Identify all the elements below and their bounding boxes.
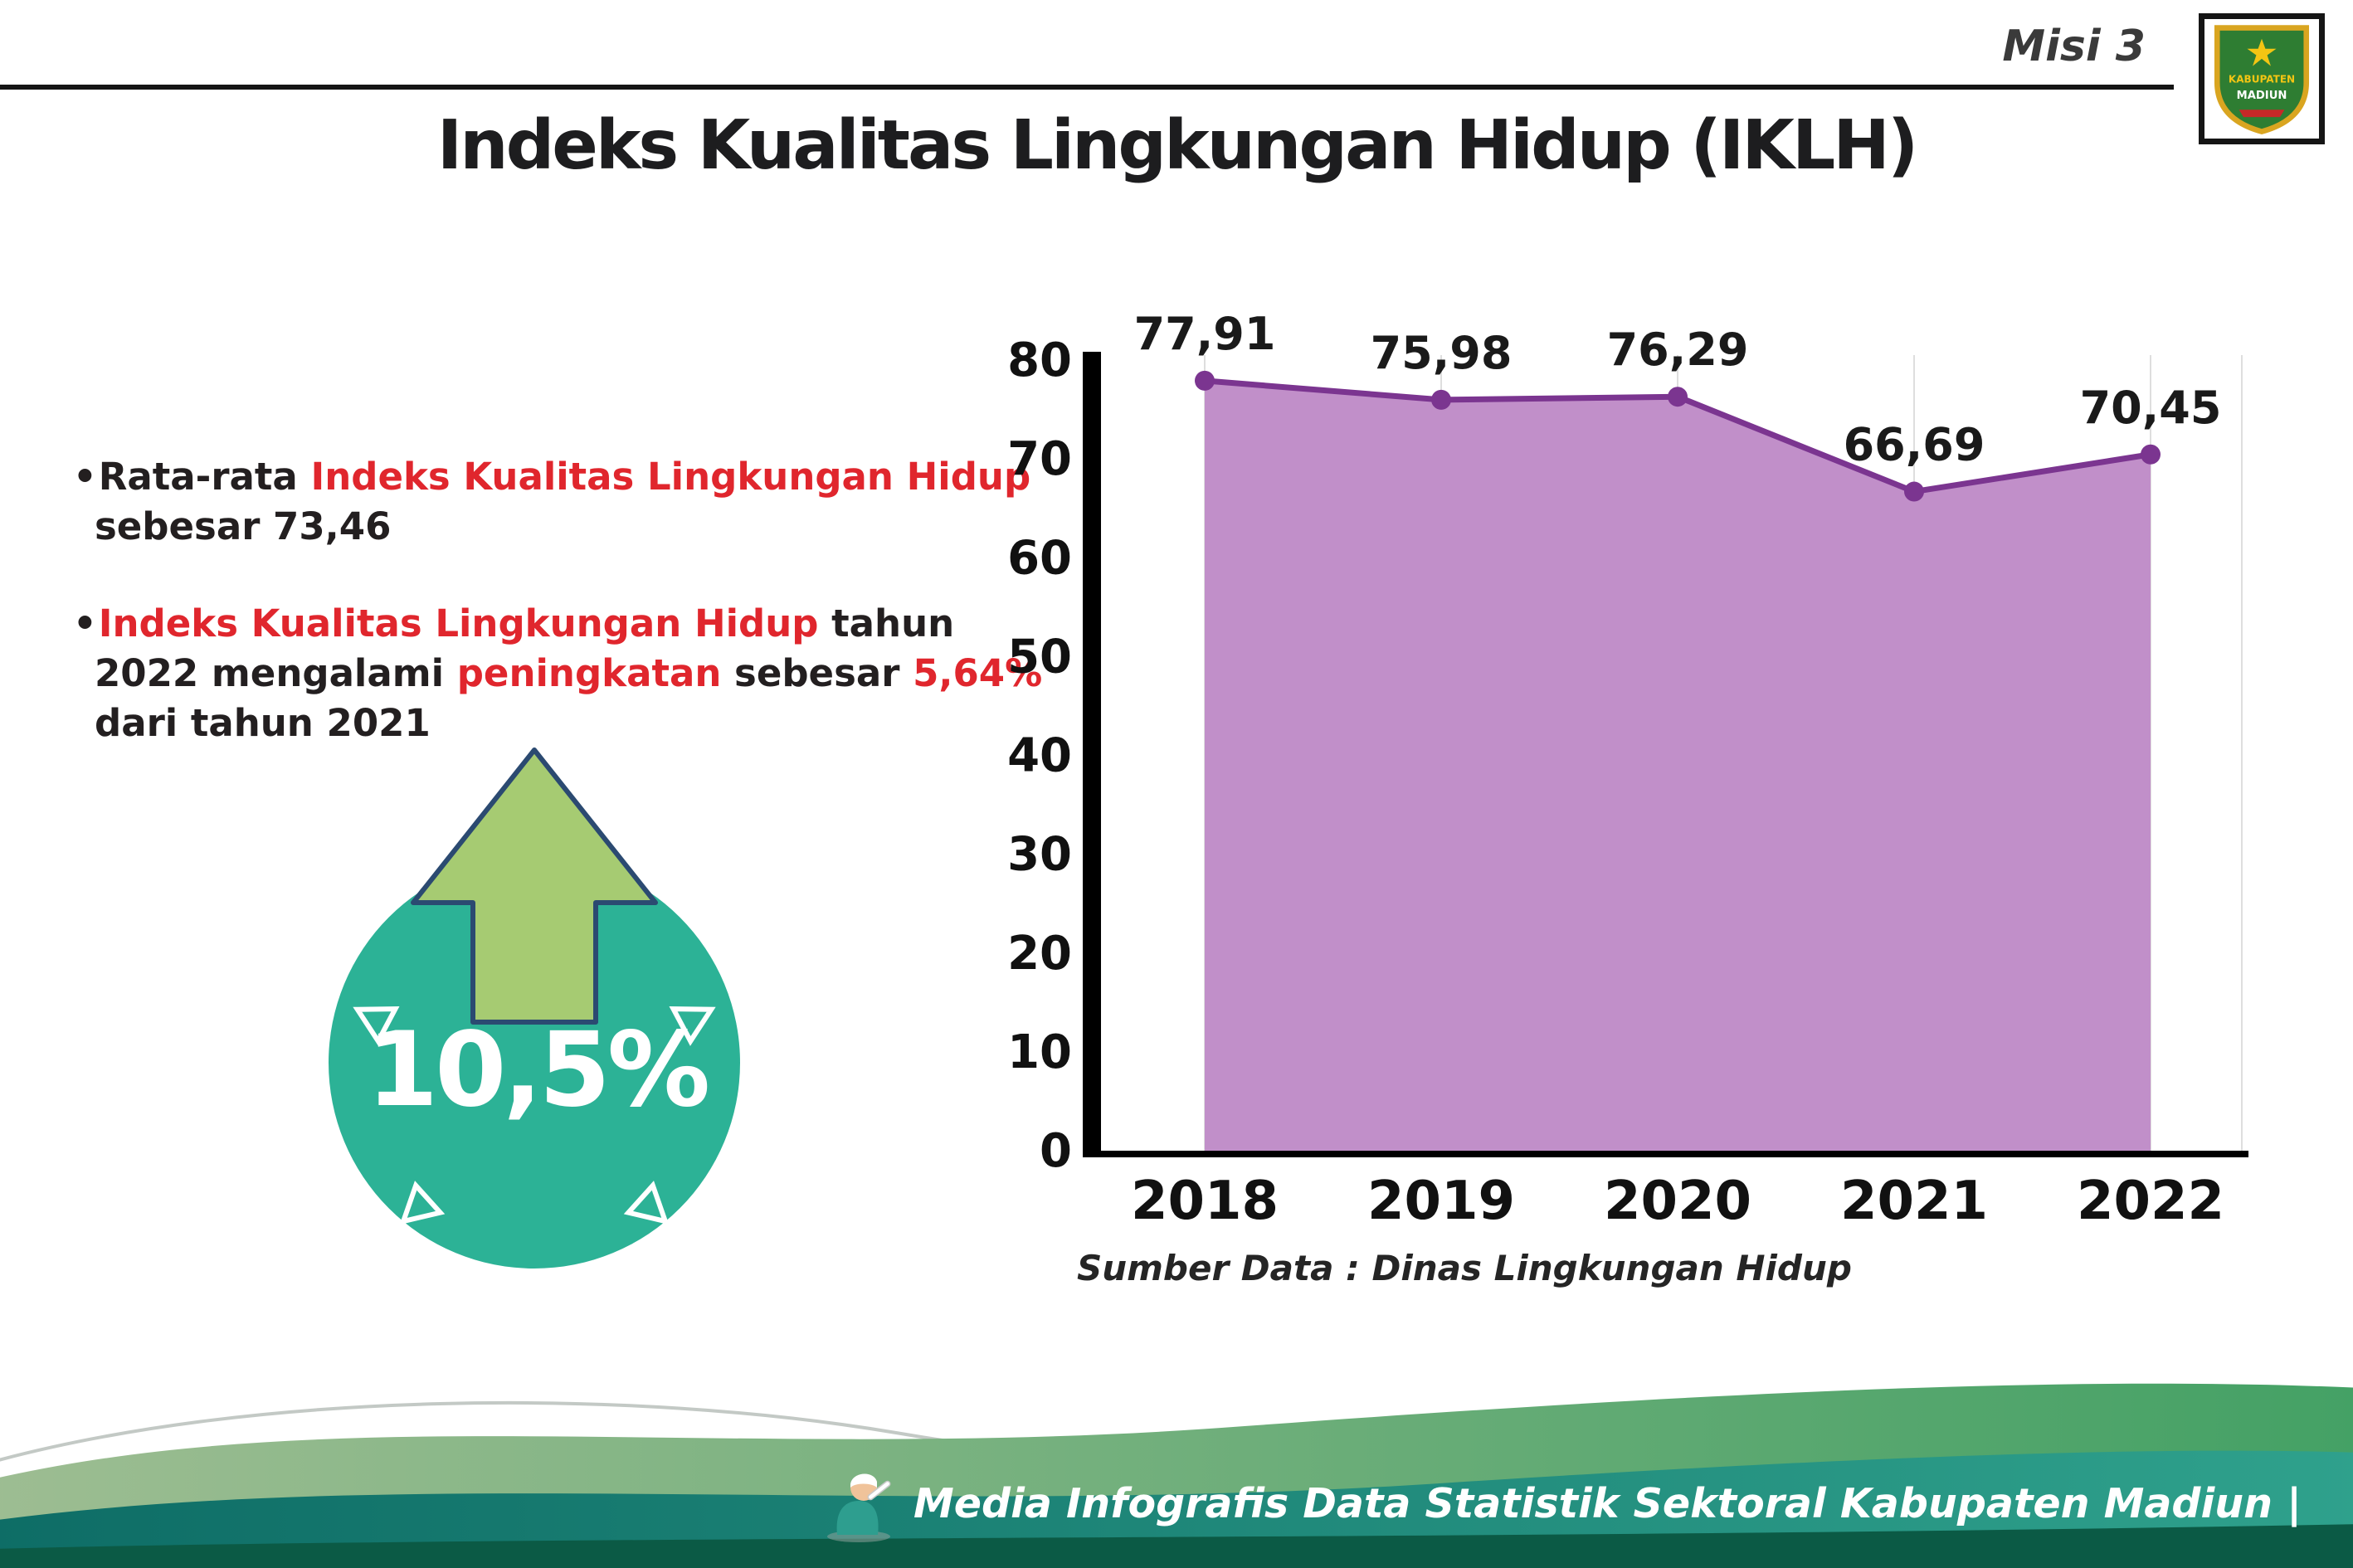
bullet-text-segment: tahun 2022 mengalami xyxy=(95,601,955,695)
bullet-text-segment: dari tahun 2021 xyxy=(95,701,431,746)
y-tick-label: 80 xyxy=(1007,334,1072,387)
top-divider xyxy=(0,85,2174,90)
bullet-text-segment: peningkatan xyxy=(456,650,722,695)
data-point xyxy=(2141,444,2161,465)
up-arrow-icon xyxy=(411,747,658,1025)
misi-label: Misi 3 xyxy=(2002,22,2146,71)
bullet-text-segment: 5,64% xyxy=(913,650,1043,695)
increase-value: 10,5% xyxy=(366,1010,710,1130)
bullet-text-segment: sebesar xyxy=(721,650,913,695)
bullet-list: •Rata-rata Indeks Kualitas Lingkungan Hi… xyxy=(73,452,1048,795)
footer-dark-strip xyxy=(0,1524,2353,1568)
footer: Media Infografis Data Statistik Sektoral… xyxy=(0,1340,2353,1568)
badge-tick-triangles xyxy=(353,1006,716,1225)
x-tick-label: 2018 xyxy=(1131,1171,1279,1232)
x-tick-label: 2019 xyxy=(1367,1171,1515,1232)
writer-mascot-icon xyxy=(827,1473,891,1542)
value-label: 70,45 xyxy=(2080,382,2222,434)
increase-badge: 10,5% xyxy=(317,743,757,1278)
x-tick-label: 2021 xyxy=(1840,1171,1988,1232)
data-point xyxy=(1668,387,1688,407)
y-tick-label: 60 xyxy=(1007,531,1072,585)
kabupaten-madiun-logo: KABUPATEN MADIUN xyxy=(2199,13,2325,144)
y-tick-label: 20 xyxy=(1007,927,1072,981)
iklh-chart: 77,91 75,98 76,29 66,69 70,45 0 10 20 30 40 50 60 70… xyxy=(979,292,2307,1354)
bullet-text-segment: Rata-rata xyxy=(98,455,311,499)
bullet-text-segment: Indeks Kualitas Lingkungan Hidup xyxy=(98,601,819,645)
footer-credit-text: Media Infografis Data Statistik Sektoral… xyxy=(913,1479,2302,1527)
y-tick-label: 30 xyxy=(1007,828,1072,882)
chart-area xyxy=(1205,380,2151,1152)
y-tick-label: 70 xyxy=(1007,432,1072,486)
svg-text:MADIUN: MADIUN xyxy=(2237,90,2287,102)
bullet-text-segment: Indeks Kualitas Lingkungan Hidup xyxy=(310,455,1031,499)
bullet-text-segment: sebesar 73,46 xyxy=(95,504,392,549)
value-label: 75,98 xyxy=(1371,327,1513,379)
data-point xyxy=(1195,370,1215,391)
bullet-dot: • xyxy=(73,601,97,645)
bullet-dot: • xyxy=(73,455,97,499)
chart-source: Sumber Data : Dinas Lingkungan Hidup xyxy=(1077,1248,1852,1288)
x-axis-bar xyxy=(1083,1151,2248,1157)
y-tick-label: 10 xyxy=(1007,1025,1072,1079)
bullet-item: •Indeks Kualitas Lingkungan Hidup tahun … xyxy=(73,599,1048,749)
y-axis-bar xyxy=(1083,352,1101,1157)
value-label: 66,69 xyxy=(1844,419,1985,471)
bullet-item: •Rata-rata Indeks Kualitas Lingkungan Hi… xyxy=(73,452,1048,553)
y-tick-label: 40 xyxy=(1007,729,1072,783)
y-tick-label: 50 xyxy=(1007,630,1072,684)
iklh-chart-svg: 77,91 75,98 76,29 66,69 70,45 0 10 20 30 40 50 60 70… xyxy=(1007,308,2248,1232)
footer-credit: Media Infografis Data Statistik Sektoral… xyxy=(821,1463,2302,1543)
badge-circle xyxy=(329,857,740,1269)
value-label: 77,91 xyxy=(1134,308,1276,360)
x-tick-label: 2020 xyxy=(1604,1171,1751,1232)
footer-waves xyxy=(0,1383,2353,1568)
y-tick-label: 0 xyxy=(1040,1124,1072,1178)
data-point xyxy=(1904,481,1924,502)
increase-badge-graphic xyxy=(329,747,740,1269)
page-title: Indeks Kualitas Lingkungan Hidup (IKLH) xyxy=(436,106,1919,185)
x-tick-label: 2022 xyxy=(2077,1171,2224,1232)
regency-crest-icon: KABUPATEN MADIUN xyxy=(2214,25,2310,135)
svg-text:KABUPATEN: KABUPATEN xyxy=(2229,73,2295,85)
data-point xyxy=(1431,389,1451,410)
value-label: 76,29 xyxy=(1607,324,1749,376)
